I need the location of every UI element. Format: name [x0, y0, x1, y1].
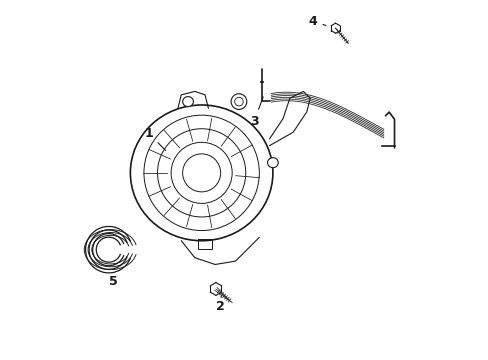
Text: 5: 5: [108, 275, 117, 288]
Ellipse shape: [130, 105, 272, 241]
Text: 4: 4: [308, 15, 325, 28]
Text: 1: 1: [144, 127, 165, 150]
Circle shape: [231, 94, 246, 109]
Text: 2: 2: [216, 296, 224, 314]
Text: 3: 3: [249, 97, 263, 128]
Ellipse shape: [183, 96, 193, 107]
Ellipse shape: [267, 158, 278, 168]
